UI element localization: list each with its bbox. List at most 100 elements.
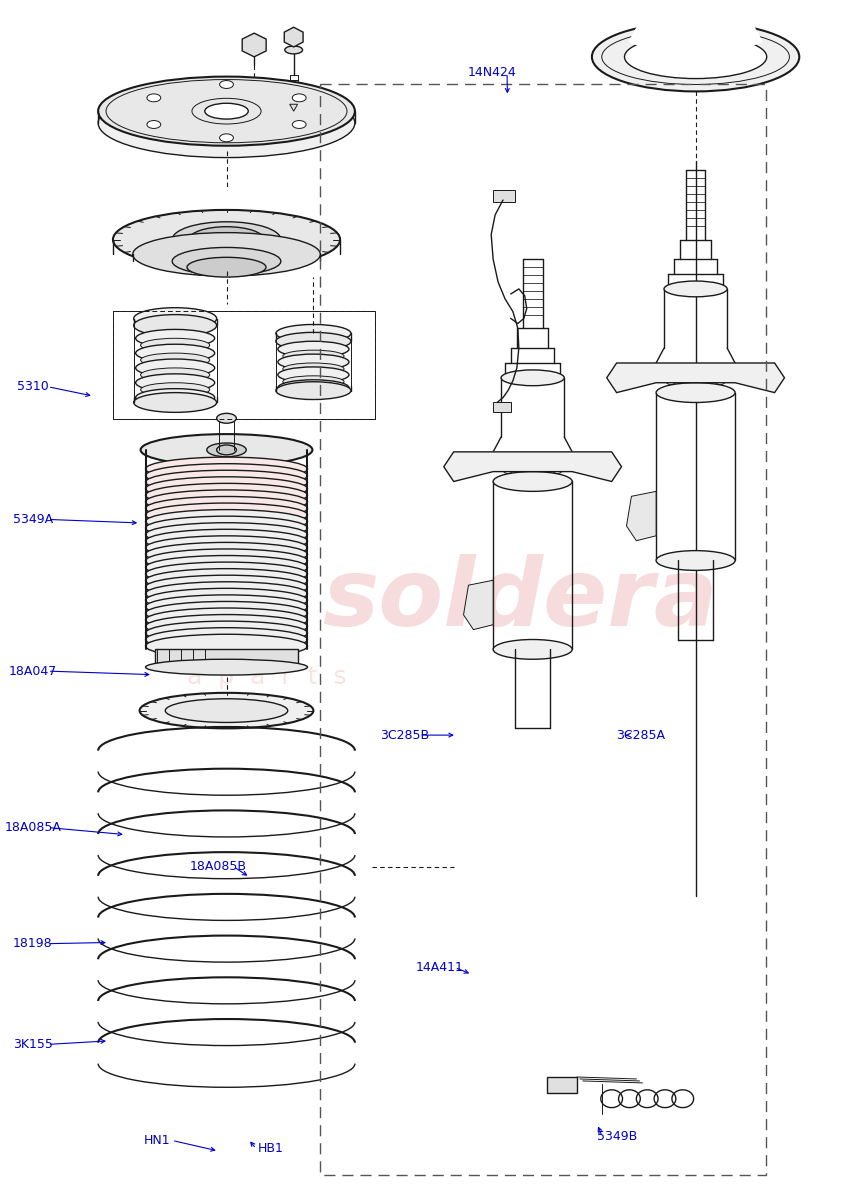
- Ellipse shape: [278, 354, 349, 370]
- Text: a  p  a  r  t  s: a p a r t s: [186, 665, 346, 689]
- Ellipse shape: [140, 368, 209, 382]
- Ellipse shape: [165, 698, 288, 722]
- Ellipse shape: [283, 350, 344, 362]
- Text: 18A085A: 18A085A: [4, 821, 62, 834]
- Wedge shape: [628, 0, 763, 67]
- Ellipse shape: [136, 374, 215, 391]
- Ellipse shape: [470, 605, 481, 614]
- Polygon shape: [242, 34, 266, 56]
- Ellipse shape: [145, 457, 308, 481]
- Ellipse shape: [283, 376, 344, 388]
- Ellipse shape: [140, 338, 209, 352]
- Ellipse shape: [656, 383, 735, 402]
- Ellipse shape: [140, 434, 312, 466]
- Text: 18A085B: 18A085B: [190, 860, 247, 874]
- Ellipse shape: [145, 503, 308, 527]
- Bar: [156, 649, 298, 667]
- Ellipse shape: [145, 659, 308, 676]
- Ellipse shape: [248, 40, 260, 50]
- Ellipse shape: [145, 548, 308, 572]
- Ellipse shape: [133, 307, 216, 330]
- Ellipse shape: [716, 377, 725, 385]
- Ellipse shape: [592, 23, 799, 91]
- Ellipse shape: [145, 575, 308, 599]
- Ellipse shape: [278, 379, 349, 396]
- Bar: [113, 311, 374, 419]
- Bar: [493, 402, 511, 413]
- Ellipse shape: [145, 622, 308, 644]
- Ellipse shape: [136, 330, 215, 347]
- Ellipse shape: [133, 233, 321, 276]
- Text: 3C285A: 3C285A: [616, 728, 665, 742]
- Ellipse shape: [140, 383, 209, 396]
- Ellipse shape: [278, 367, 349, 383]
- Ellipse shape: [145, 628, 308, 652]
- Ellipse shape: [664, 281, 728, 296]
- Text: HN1: HN1: [144, 1134, 170, 1147]
- Text: 18A047: 18A047: [9, 665, 57, 678]
- Ellipse shape: [140, 353, 209, 367]
- Ellipse shape: [145, 463, 308, 487]
- Ellipse shape: [656, 551, 735, 570]
- Ellipse shape: [189, 227, 264, 252]
- Ellipse shape: [493, 640, 572, 659]
- Ellipse shape: [145, 542, 308, 566]
- Ellipse shape: [552, 466, 563, 474]
- Ellipse shape: [283, 362, 344, 374]
- Ellipse shape: [216, 445, 236, 455]
- Ellipse shape: [187, 257, 266, 277]
- Ellipse shape: [292, 94, 306, 102]
- Polygon shape: [284, 28, 303, 47]
- Ellipse shape: [145, 490, 308, 514]
- Ellipse shape: [501, 370, 564, 385]
- Ellipse shape: [220, 134, 233, 142]
- Ellipse shape: [276, 382, 351, 400]
- Ellipse shape: [136, 389, 215, 407]
- Text: HB1: HB1: [258, 1142, 284, 1156]
- Ellipse shape: [292, 120, 306, 128]
- Ellipse shape: [136, 344, 215, 362]
- Text: 3C285B: 3C285B: [380, 728, 429, 742]
- Ellipse shape: [145, 588, 308, 612]
- Ellipse shape: [205, 103, 248, 119]
- Ellipse shape: [145, 595, 308, 618]
- Ellipse shape: [145, 614, 308, 638]
- Polygon shape: [444, 452, 622, 481]
- Ellipse shape: [147, 94, 161, 102]
- Polygon shape: [463, 581, 493, 630]
- Ellipse shape: [503, 466, 513, 474]
- Ellipse shape: [220, 80, 233, 89]
- Ellipse shape: [691, 377, 700, 385]
- Text: 18198: 18198: [13, 937, 53, 950]
- Ellipse shape: [145, 516, 308, 540]
- Ellipse shape: [145, 476, 308, 500]
- Ellipse shape: [98, 77, 355, 145]
- Ellipse shape: [133, 392, 216, 413]
- Text: 5349B: 5349B: [597, 1130, 637, 1144]
- Ellipse shape: [145, 582, 308, 606]
- Ellipse shape: [145, 529, 308, 553]
- Text: 5310: 5310: [17, 380, 49, 394]
- Ellipse shape: [285, 46, 303, 54]
- Ellipse shape: [145, 536, 308, 559]
- Ellipse shape: [276, 332, 351, 350]
- Polygon shape: [290, 104, 298, 112]
- Bar: [547, 1076, 577, 1093]
- Ellipse shape: [145, 601, 308, 625]
- Ellipse shape: [145, 569, 308, 593]
- Bar: [320, 84, 766, 1175]
- Ellipse shape: [145, 635, 308, 658]
- Polygon shape: [607, 362, 785, 392]
- Ellipse shape: [666, 377, 675, 385]
- Ellipse shape: [145, 556, 308, 580]
- Bar: [493, 190, 515, 202]
- Text: 5349A: 5349A: [13, 512, 53, 526]
- Ellipse shape: [145, 608, 308, 631]
- Polygon shape: [627, 491, 656, 541]
- Bar: [113, 311, 374, 419]
- Ellipse shape: [172, 247, 280, 275]
- Ellipse shape: [98, 89, 355, 157]
- Ellipse shape: [139, 692, 314, 728]
- Ellipse shape: [216, 413, 236, 424]
- Ellipse shape: [145, 523, 308, 546]
